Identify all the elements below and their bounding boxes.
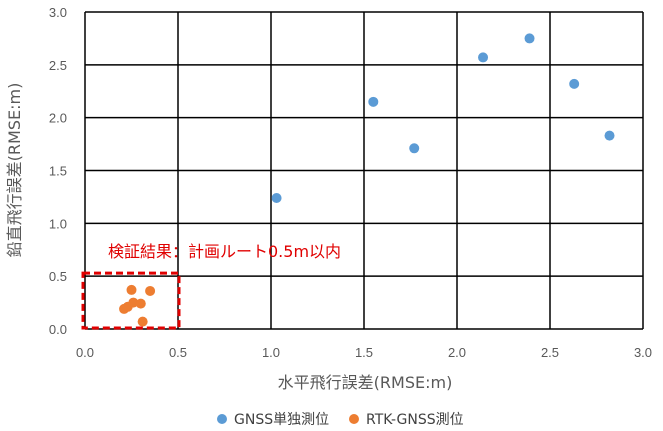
data-point-gnss — [569, 78, 580, 89]
x-tick-label: 0.5 — [169, 345, 187, 360]
x-tick-labels: 0.0 0.5 1.0 1.5 2.0 2.5 3.0 — [76, 345, 652, 360]
data-points — [119, 33, 615, 327]
x-tick-label: 2.5 — [541, 345, 559, 360]
x-tick-label: 1.5 — [355, 345, 373, 360]
legend-marker-rtk — [349, 414, 359, 424]
y-tick-label: 2.5 — [49, 58, 67, 73]
legend-marker-gnss — [217, 414, 227, 424]
data-point-rtk — [119, 303, 130, 314]
highlight-region-box — [81, 271, 181, 330]
data-point-rtk — [135, 298, 146, 309]
grid-lines — [84, 11, 644, 330]
data-point-gnss — [409, 143, 420, 154]
data-point-gnss — [478, 52, 489, 63]
data-point-gnss — [604, 130, 615, 141]
x-tick-label: 1.0 — [262, 345, 280, 360]
y-tick-label: 1.0 — [49, 216, 67, 231]
data-point-rtk — [145, 285, 156, 296]
y-tick-labels: 0.0 0.5 1.0 1.5 2.0 2.5 3.0 — [49, 5, 67, 337]
y-tick-label: 1.5 — [49, 164, 67, 179]
y-axis-title: 鉛直飛行誤差(RMSE:m) — [5, 83, 24, 258]
y-tick-label: 3.0 — [49, 5, 67, 20]
y-tick-label: 0.5 — [49, 269, 67, 284]
legend-label-rtk: RTK-GNSS測位 — [366, 412, 464, 428]
y-tick-label: 2.0 — [49, 111, 67, 126]
data-point-gnss — [368, 96, 379, 107]
data-point-rtk — [137, 316, 148, 327]
x-tick-label: 0.0 — [76, 345, 94, 360]
x-tick-label: 2.0 — [448, 345, 466, 360]
legend: GNSS単独測位 RTK-GNSS測位 — [217, 412, 464, 428]
annotation-text: 検証結果：計画ルート0.5m以内 — [108, 242, 341, 261]
x-axis-title: 水平飛行誤差(RMSE:m) — [278, 373, 453, 392]
y-tick-label: 0.0 — [49, 322, 67, 337]
data-point-gnss — [271, 192, 282, 203]
legend-label-gnss: GNSS単独測位 — [234, 412, 329, 428]
x-tick-label: 3.0 — [634, 345, 652, 360]
data-point-gnss — [524, 33, 535, 44]
data-point-rtk — [126, 284, 137, 295]
